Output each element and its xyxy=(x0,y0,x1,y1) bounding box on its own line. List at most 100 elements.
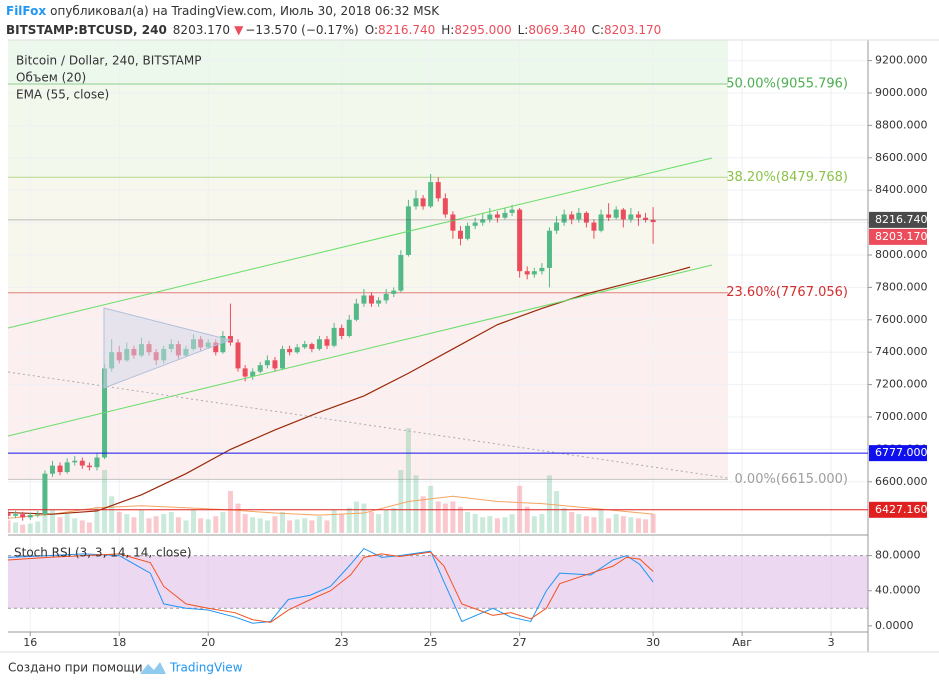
volume-bar xyxy=(569,512,575,533)
candle-body xyxy=(86,465,92,468)
candle-body xyxy=(324,339,330,346)
candle-body xyxy=(405,206,411,255)
logo-icon xyxy=(140,662,166,674)
volume-bar xyxy=(472,514,478,533)
volume-bar xyxy=(331,509,337,533)
volume-bar xyxy=(124,514,130,533)
volume-bar xyxy=(398,470,404,533)
axes: 6600.0006800.0007000.0007200.0007400.000… xyxy=(0,39,939,653)
triangle xyxy=(103,307,232,389)
candle-body xyxy=(391,290,397,294)
ohlc-value: 8295.000 xyxy=(454,23,511,37)
volume-bar xyxy=(442,503,448,533)
volume-bar xyxy=(368,512,374,533)
candle-body xyxy=(435,182,441,199)
candle-body xyxy=(383,293,389,301)
candle-body xyxy=(628,214,634,220)
candle-body xyxy=(494,214,500,218)
y-tick-label: 8600.000 xyxy=(875,151,928,164)
candle-body xyxy=(294,347,300,353)
candle-body xyxy=(561,214,567,223)
y-tick-label: 80.0000 xyxy=(875,549,921,562)
x-tick-label: 27 xyxy=(513,636,527,649)
volume-bar xyxy=(383,509,389,533)
candle-body xyxy=(428,182,434,207)
x-tick-label: 23 xyxy=(335,636,349,649)
price-tag xyxy=(869,211,927,228)
author: FilFox xyxy=(6,4,46,18)
volume-bar xyxy=(183,520,189,533)
ohlc-label: C: xyxy=(592,23,604,37)
volume-bar xyxy=(35,521,41,533)
candle-body xyxy=(420,198,426,207)
chart-title: Bitcoin / Dollar, 240, BITSTAMP xyxy=(16,54,201,68)
ohlc: O:8216.740 H:8295.000 L:8069.340 C:8203.170 xyxy=(365,23,662,37)
volume-bar xyxy=(531,516,537,533)
candle-body xyxy=(398,254,404,291)
ohlc-label: H: xyxy=(441,23,454,37)
volume-bar xyxy=(650,514,656,533)
candle-body xyxy=(643,217,649,220)
volume-bar xyxy=(420,496,426,533)
price-tag xyxy=(869,501,927,518)
candle-body xyxy=(450,214,456,231)
candle-body xyxy=(472,222,478,226)
volume-bar xyxy=(8,520,11,533)
x-tick-label: 20 xyxy=(201,636,215,649)
candle-body xyxy=(353,303,359,320)
volume-bar xyxy=(227,491,233,533)
candle-body xyxy=(94,457,100,468)
price-tag-label: 6777.000 xyxy=(875,446,928,459)
candle-body xyxy=(257,365,263,372)
candle-body xyxy=(606,214,612,218)
stoch-line xyxy=(8,547,654,624)
volume-bar xyxy=(606,518,612,533)
candle-body xyxy=(591,222,597,231)
candle-body xyxy=(569,214,575,220)
trend-line xyxy=(8,371,729,479)
candle-body xyxy=(72,460,78,463)
symbol-line: BITSTAMP:BTCUSD, 240 8203.170 ▼ −13.570 (−0… xyxy=(6,23,661,37)
candle-body xyxy=(368,295,374,304)
y-tick-label: 7400.000 xyxy=(875,345,928,358)
x-tick-label: 30 xyxy=(646,636,660,649)
volume-ma xyxy=(8,495,654,519)
candle-body xyxy=(531,271,537,275)
symbol: BITSTAMP:BTCUSD, 240 xyxy=(6,23,167,37)
volume-bar xyxy=(361,503,367,533)
volume-bar xyxy=(191,509,197,533)
volume-bar xyxy=(316,516,322,533)
volume-bar xyxy=(72,518,78,533)
volume-bar xyxy=(264,520,270,533)
candle-body xyxy=(49,465,55,474)
volume-bar xyxy=(57,517,63,533)
candle-body xyxy=(346,319,352,336)
candle-body xyxy=(220,335,226,353)
candle-body xyxy=(13,514,19,516)
volume-bar xyxy=(146,518,152,533)
volume-bar xyxy=(524,506,530,533)
channel-lower xyxy=(8,264,713,437)
y-tick-label: 9200.000 xyxy=(875,54,928,67)
volume-bar xyxy=(94,506,100,533)
volume-bar xyxy=(213,516,219,533)
candle-body xyxy=(213,342,219,353)
stoch-legend: Stoch RSI (3, 3, 14, 14, close) xyxy=(14,546,192,560)
candle-body xyxy=(79,460,85,466)
volume-bar xyxy=(168,512,174,533)
y-tick-label: 8000.000 xyxy=(875,248,928,261)
volume-bar xyxy=(635,518,641,533)
x-tick-label: 3 xyxy=(828,636,835,649)
candle-body xyxy=(264,360,270,366)
volume-bar xyxy=(13,522,19,533)
volume-bar xyxy=(102,470,108,533)
candle-body xyxy=(509,209,515,213)
candle-body xyxy=(302,344,308,348)
candle-body xyxy=(524,271,530,275)
ohlc-value: 8203.170 xyxy=(604,23,661,37)
candle-body xyxy=(613,209,619,218)
volume-bar xyxy=(494,518,500,533)
volume-legend: Объем (20) xyxy=(16,71,86,85)
volume-bar xyxy=(480,517,486,533)
